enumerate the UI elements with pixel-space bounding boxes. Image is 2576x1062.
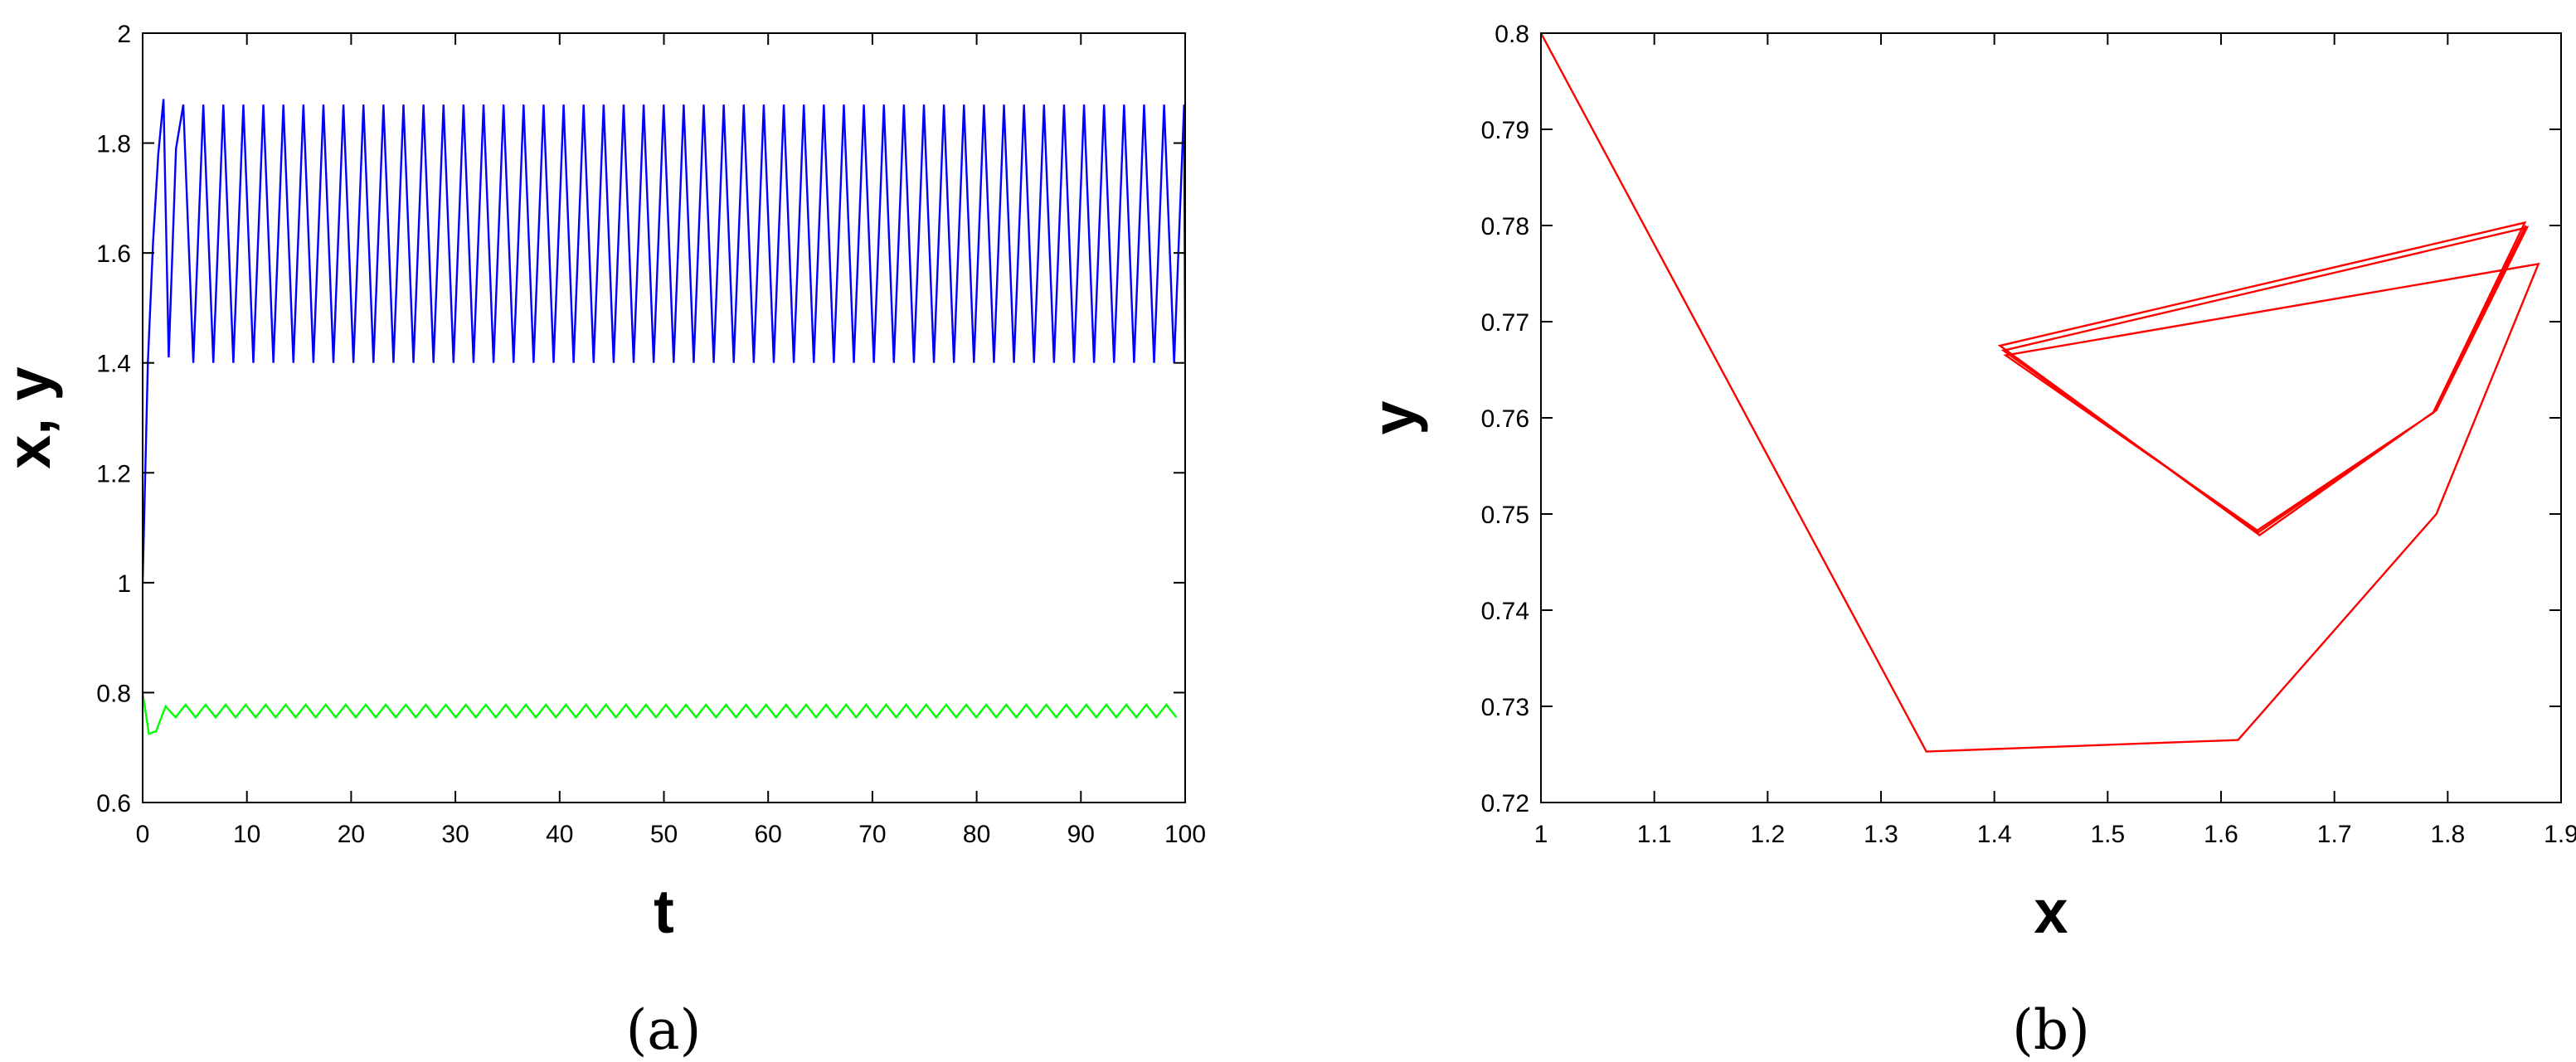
plot-frame [1540,32,2562,803]
y-axis-label: x, y [0,366,63,468]
series-line-1 [1541,33,2540,753]
series-line-2 [143,692,1178,735]
x-tick-label: 20 [338,821,365,848]
x-tick-label: 50 [650,821,678,848]
x-tick-label: 1.9 [2544,821,2576,848]
y-tick-label: 1 [117,570,131,598]
y-tick-label: 0.74 [1481,598,1529,625]
y-tick-label: 1.6 [96,240,131,268]
chart-panel-a: 0 10 20 30 40 50 60 70 80 90 100 0.6 0.8 1 1.2 1.4 1.6 1.… [0,21,1206,1062]
y-tick-label: 0.8 [1495,21,1529,48]
x-tick-label: 90 [1067,821,1095,848]
x-tick-label: 1.7 [2317,821,2352,848]
y-tick-label: 0.79 [1481,117,1529,144]
panel-label: (b) [2012,998,2090,1062]
x-tick-label: 30 [441,821,469,848]
x-tick-label: 1.6 [2204,821,2238,848]
series-line-1 [143,99,1185,583]
x-tick-label: 70 [858,821,886,848]
panel-label: (a) [626,998,702,1062]
y-tick-label: 0.76 [1481,405,1529,433]
x-tick-label: 10 [233,821,260,848]
y-tick-label: 0.8 [96,680,131,707]
y-tick-label: 0.75 [1481,502,1529,529]
plot-frame [142,32,1186,803]
x-tick-label: 1.1 [1637,821,1672,848]
x-tick-label: 0 [136,821,150,848]
x-tick-label: 1.2 [1750,821,1785,848]
x-tick-label: 1.5 [2090,821,2125,848]
y-tick-label: 0.6 [96,790,131,817]
x-tick-label: 1.8 [2430,821,2465,848]
x-axis-label: x [2034,877,2068,946]
x-tick-label: 40 [546,821,573,848]
x-axis-label: t [654,877,674,946]
chart-panel-b: 1 1.1 1.2 1.3 1.4 1.5 1.6 1.7 1.8 1.9 0.72 0.73 0.74… [1359,21,2576,1062]
x-tick-label: 1.3 [1864,821,1898,848]
y-tick-label: 1.4 [96,351,131,378]
y-tick-label: 2 [117,21,131,48]
y-tick-label: 0.78 [1481,213,1529,240]
x-tick-label: 80 [963,821,990,848]
y-tick-label: 0.77 [1481,309,1529,337]
x-tick-label: 1.4 [1977,821,2012,848]
x-tick-label: 1 [1534,821,1548,848]
y-tick-label: 0.73 [1481,694,1529,721]
y-axis-label: y [1359,400,1428,434]
x-tick-label: 60 [755,821,782,848]
y-tick-label: 1.8 [96,131,131,158]
y-tick-label: 1.2 [96,460,131,487]
x-tick-label: 100 [1164,821,1206,848]
y-tick-label: 0.72 [1481,790,1529,817]
